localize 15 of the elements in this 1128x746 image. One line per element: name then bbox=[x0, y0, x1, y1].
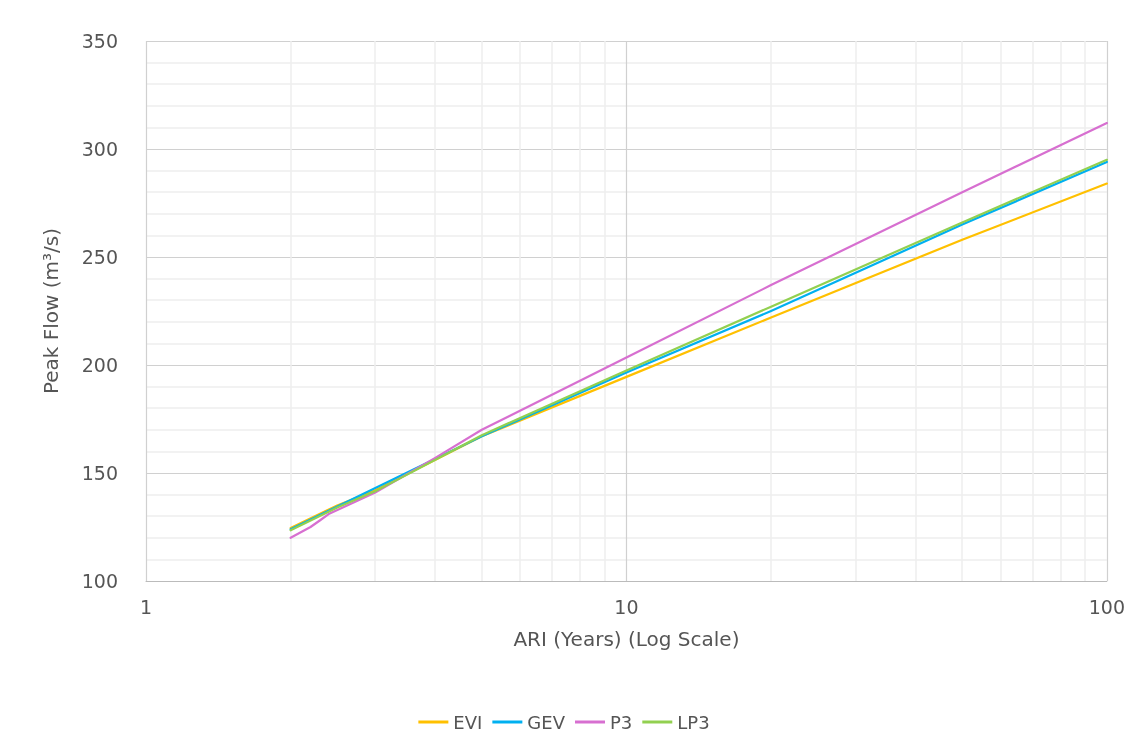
y-tick-label: 300 bbox=[81, 138, 118, 160]
y-tick-label: 250 bbox=[81, 246, 118, 268]
y-tick-label: 100 bbox=[81, 570, 118, 592]
y-tick-label: 200 bbox=[81, 354, 118, 376]
y-tick-label: 350 bbox=[81, 30, 118, 52]
legend-label: LP3 bbox=[677, 711, 710, 733]
legend-label: EVI bbox=[453, 711, 483, 733]
legend-label: GEV bbox=[527, 711, 566, 733]
x-tick-label: 10 bbox=[614, 595, 639, 618]
x-axis-title: ARI (Years) (Log Scale) bbox=[513, 627, 740, 651]
x-tick-label: 100 bbox=[1088, 595, 1125, 618]
y-tick-label: 150 bbox=[81, 462, 118, 484]
y-axis-title: Peak Flow (m³/s) bbox=[39, 227, 63, 395]
x-tick-label: 1 bbox=[139, 595, 153, 618]
legend-label: P3 bbox=[609, 711, 633, 733]
